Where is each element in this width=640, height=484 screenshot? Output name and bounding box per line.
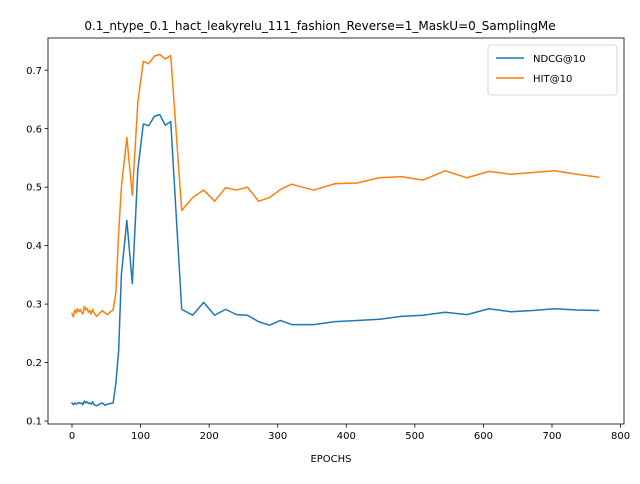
x-axis-label: EPOCHS xyxy=(310,454,351,465)
legend-box xyxy=(487,44,618,96)
x-tick-label: 400 xyxy=(337,431,356,442)
series-line-ndcg-10 xyxy=(70,113,600,407)
plot-area xyxy=(70,53,600,407)
axis-ticks: 0 100 200 300 400 500 600 700 800 0.1 0.2 0.3 0.4 0.5… xyxy=(26,66,630,442)
y-tick-label: 0.2 xyxy=(26,358,42,369)
legend-label: NDCG@10 xyxy=(533,54,586,65)
x-tick-label: 0 xyxy=(69,431,75,442)
series-line-hit-10 xyxy=(71,53,600,318)
y-tick-label: 0.5 xyxy=(26,183,42,194)
y-tick-label: 0.3 xyxy=(26,300,42,311)
y-tick-label: 0.7 xyxy=(26,66,42,77)
legend-label: HIT@10 xyxy=(533,74,572,85)
legend: NDCG@10 HIT@10 xyxy=(487,44,618,96)
axes-frame xyxy=(47,37,625,425)
x-tick-label: 800 xyxy=(611,431,630,442)
x-tick-label: 500 xyxy=(405,431,424,442)
y-tick-label: 0.6 xyxy=(26,124,42,135)
y-tick-label: 0.1 xyxy=(26,417,42,428)
y-tick-label: 0.4 xyxy=(26,241,42,252)
x-tick-label: 100 xyxy=(131,431,150,442)
x-tick-label: 700 xyxy=(542,431,561,442)
x-tick-label: 300 xyxy=(268,431,287,442)
x-tick-label: 200 xyxy=(200,431,219,442)
chart-title: 0.1_ntype_0.1_hact_leakyrelu_111_fashion… xyxy=(84,19,555,33)
x-tick-label: 600 xyxy=(474,431,493,442)
